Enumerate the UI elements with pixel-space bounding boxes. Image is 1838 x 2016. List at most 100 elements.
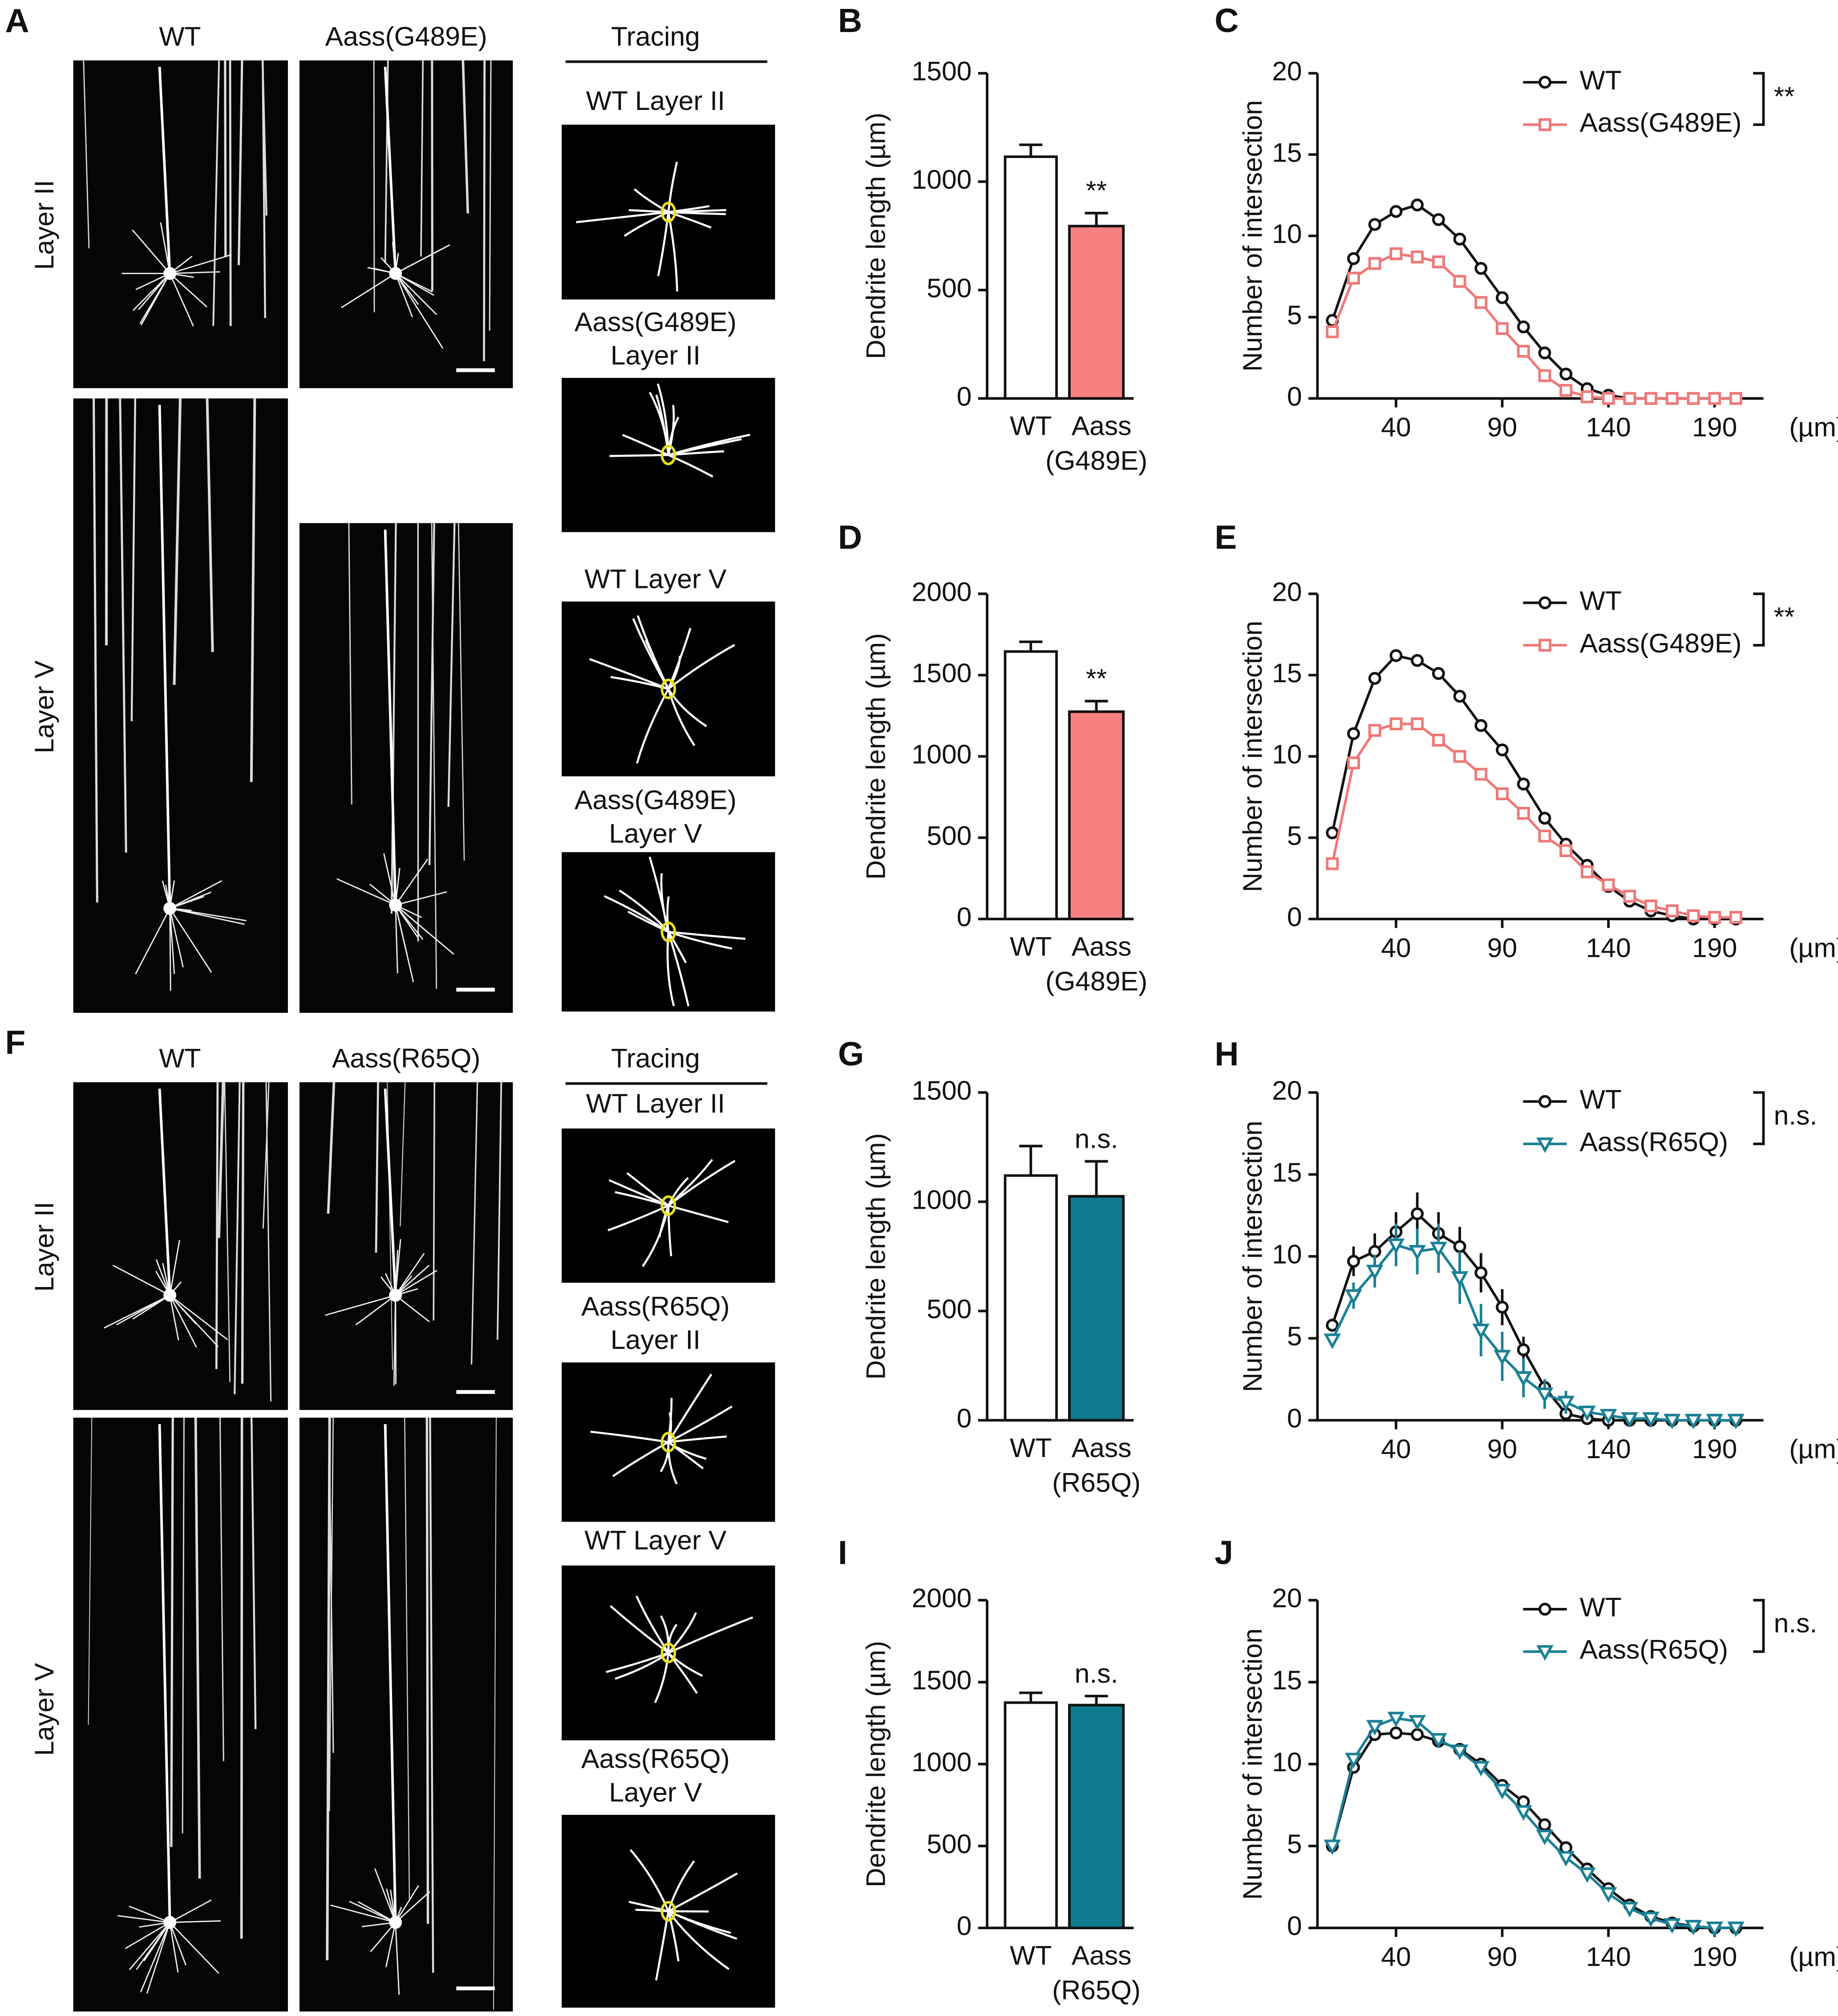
data-point — [1389, 717, 1403, 731]
neurite — [375, 1082, 379, 1253]
neurite — [250, 1417, 257, 1729]
dendrite — [170, 1920, 221, 1923]
apical-dendrite — [158, 405, 171, 909]
dendrite — [125, 1922, 170, 1949]
dendrite — [395, 1885, 419, 1923]
significance-bracket — [1753, 1091, 1765, 1146]
x-tick-label: 190 — [1692, 412, 1737, 442]
tracing-label: Aass(R65Q) — [581, 1291, 730, 1321]
legend-label: WT — [1579, 1592, 1621, 1622]
x-tick-label: 40 — [1381, 1434, 1411, 1464]
data-point — [1324, 1839, 1341, 1855]
neurite — [83, 60, 90, 249]
y-tick-label: 1500 — [912, 1665, 972, 1695]
data-point — [1559, 384, 1573, 397]
traced-dendrite — [667, 1412, 672, 1443]
data-point — [1663, 1918, 1681, 1934]
bar — [1068, 1195, 1125, 1422]
series-line — [1331, 203, 1736, 400]
dendrite — [395, 905, 398, 974]
traced-soma — [660, 445, 676, 466]
neurite — [457, 523, 465, 861]
traced-dendrite — [667, 1177, 689, 1206]
dendrite — [169, 1922, 219, 1974]
dendrite — [140, 273, 170, 326]
data-point — [1517, 807, 1530, 820]
data-point — [1496, 322, 1509, 335]
data-point — [1559, 844, 1573, 857]
traced-dendrite — [667, 212, 678, 292]
x-unit-label: (µm) — [1789, 932, 1838, 963]
data-point — [1411, 251, 1424, 263]
bar — [1004, 650, 1058, 920]
data-point — [1368, 257, 1381, 270]
traced-dendrite — [667, 1442, 678, 1485]
x-tick-label: 140 — [1586, 1434, 1631, 1464]
neurite — [400, 1082, 406, 1227]
x-tick-label: WT — [1010, 411, 1052, 441]
data-point — [1496, 743, 1509, 757]
traced-dendrite — [668, 1652, 703, 1677]
apical-dendrite — [384, 1424, 397, 1923]
data-point — [1389, 1726, 1403, 1740]
x-tick-label: 140 — [1586, 932, 1631, 963]
dendrite — [169, 273, 194, 327]
data-point — [1345, 1289, 1362, 1305]
dendrite — [395, 904, 428, 933]
dendrite — [129, 1922, 170, 1970]
neurite — [182, 1417, 185, 1834]
neurite — [170, 1417, 174, 1847]
neurite — [234, 1082, 241, 1394]
bar — [1068, 225, 1125, 400]
data-point — [1517, 320, 1530, 334]
dendrite — [395, 244, 450, 274]
y-tick-label: 5 — [1287, 1829, 1302, 1859]
significance-label: n.s. — [1774, 1100, 1818, 1130]
x-tick-label: 140 — [1586, 1941, 1631, 1971]
y-tick-label: 20 — [1272, 576, 1302, 607]
dendrite — [169, 273, 207, 308]
traced-dendrite — [635, 1909, 668, 1912]
y-tick-label: 0 — [1287, 381, 1302, 411]
micrograph — [299, 1082, 513, 1410]
data-point — [1347, 756, 1360, 769]
data-point — [1557, 1396, 1575, 1412]
apical-dendrite — [384, 1089, 397, 1295]
significance-bracket — [1753, 1599, 1765, 1653]
dendrite — [383, 853, 397, 906]
y-tick-label: 500 — [927, 273, 972, 303]
neurite — [265, 1082, 272, 1402]
significance-label: n.s. — [1075, 1658, 1118, 1688]
traced-dendrite — [610, 1605, 669, 1654]
data-point — [1599, 1409, 1617, 1425]
traced-soma — [660, 1643, 676, 1664]
data-point — [1708, 392, 1721, 405]
significance-label: ** — [1774, 602, 1795, 632]
data-point — [1580, 390, 1594, 404]
data-point — [1409, 1715, 1426, 1731]
neurite — [425, 1417, 429, 1924]
neurite — [215, 1082, 219, 1369]
x-tick-label: 90 — [1487, 412, 1517, 442]
apical-dendrite — [384, 67, 397, 274]
data-point — [1389, 247, 1403, 260]
neurite — [130, 398, 137, 721]
x-tick-label: 90 — [1487, 1941, 1517, 1971]
x-tick-label: Aass (R65Q) — [1052, 1940, 1141, 2005]
y-tick-label: 10 — [1272, 739, 1302, 769]
traced-dendrite — [636, 688, 669, 764]
soma — [163, 1916, 177, 1929]
data-point — [1538, 346, 1551, 360]
significance-label: ** — [1774, 81, 1795, 111]
neurite — [497, 1082, 502, 1340]
traced-dendrite — [654, 1652, 670, 1704]
series-line — [1331, 252, 1736, 400]
data-point — [1684, 1413, 1702, 1429]
dendrite — [385, 1922, 397, 1967]
data-point — [1599, 1887, 1617, 1903]
dendrite — [169, 1922, 186, 1966]
traced-dendrite — [667, 688, 707, 728]
data-point — [1472, 1761, 1490, 1777]
traced-soma — [660, 1432, 676, 1453]
data-point — [1326, 826, 1339, 839]
